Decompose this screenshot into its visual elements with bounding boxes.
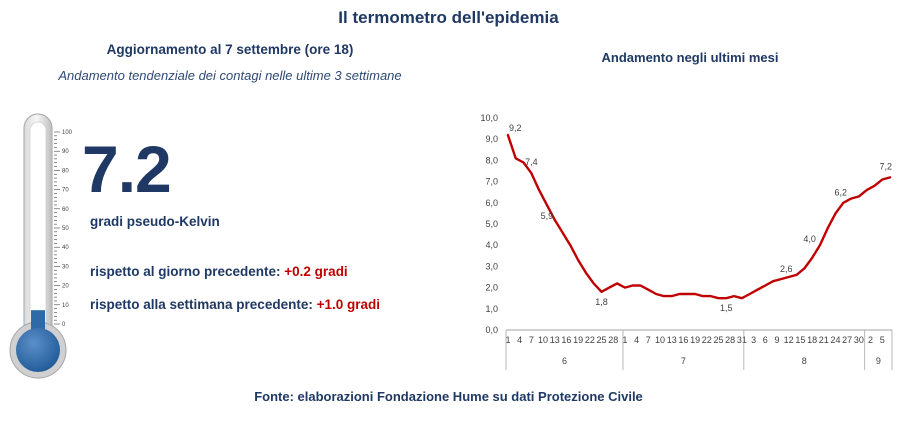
- thermometer-bulb: [16, 328, 60, 372]
- x-tick-label: 31: [737, 335, 747, 345]
- month-label: 7: [681, 356, 686, 366]
- thermometer-scale-label: 90: [62, 149, 69, 155]
- x-tick-label: 9: [774, 335, 779, 345]
- x-tick-label: 19: [573, 335, 583, 345]
- x-tick-label: 19: [690, 335, 700, 345]
- data-label: 5,9: [541, 211, 554, 221]
- x-tick-label: 1: [505, 335, 510, 345]
- x-tick-label: 30: [854, 335, 864, 345]
- x-tick-label: 28: [608, 335, 618, 345]
- x-tick-label: 12: [784, 335, 794, 345]
- x-tick-label: 3: [751, 335, 756, 345]
- x-tick-label: 6: [763, 335, 768, 345]
- y-tick-label: 8,0: [485, 155, 498, 165]
- x-tick-label: 22: [702, 335, 712, 345]
- x-tick-label: 15: [795, 335, 805, 345]
- thermometer-scale-label: 40: [62, 245, 69, 251]
- chart-title: Andamento negli ultimi mesi: [601, 50, 779, 65]
- series-line-group: [506, 133, 892, 300]
- thermometer-scale-label: 10: [62, 303, 69, 309]
- y-axis: 0,0 1,0 2,0 3,0 4,0 5,0 6,0 7,0 8,0 9,0 10,0: [480, 113, 498, 335]
- thermometer-scale-label: 50: [62, 226, 69, 232]
- update-date: Aggiornamento al 7 settembre (ore 18): [106, 42, 354, 57]
- x-tick-label: 16: [561, 335, 571, 345]
- x-tick-label: 27: [842, 335, 852, 345]
- x-tick-label: 1: [622, 335, 627, 345]
- thermometer-scale-label: 30: [62, 264, 69, 270]
- x-tick-label: 10: [538, 335, 548, 345]
- y-tick-label: 3,0: [485, 261, 498, 271]
- page-title: Il termometro dell'epidemia: [338, 8, 559, 27]
- thermometer-scale-label: 0: [62, 322, 66, 328]
- data-label: 1,5: [720, 303, 733, 313]
- y-tick-label: 1,0: [485, 304, 498, 314]
- x-tick-label: 5: [880, 335, 885, 345]
- data-label: 6,2: [835, 188, 848, 198]
- x-tick-label: 24: [830, 335, 840, 345]
- x-tick-label: 10: [655, 335, 665, 345]
- y-tick-label: 9,0: [485, 134, 498, 144]
- value-unit: gradi pseudo-Kelvin: [90, 214, 220, 229]
- x-tick-label: 25: [597, 335, 607, 345]
- week-delta: +1.0 gradi: [316, 297, 380, 312]
- x-tick-label: 7: [529, 335, 534, 345]
- thermometer-scale-label: 100: [62, 130, 73, 136]
- data-label: 7,4: [525, 157, 538, 167]
- x-tick-label: 25: [713, 335, 723, 345]
- month-label: 8: [802, 356, 807, 366]
- x-tick-label: 2: [868, 335, 873, 345]
- y-tick-label: 10,0: [480, 113, 498, 123]
- month-label: 6: [562, 356, 567, 366]
- week-comparison: rispetto alla settimana precedente: +1.0…: [90, 297, 380, 312]
- x-tick-label: 18: [807, 335, 817, 345]
- month-label: 9: [876, 356, 881, 366]
- day-delta: +0.2 gradi: [284, 264, 348, 279]
- data-label: 1,8: [595, 297, 608, 307]
- x-axis: 1 4 7 10 13 16 19 22 25 28 1 4 7 10 13 16 19 22 25 28 31 3 6 9 1…: [505, 329, 893, 370]
- x-tick-label: 22: [585, 335, 595, 345]
- day-comparison-label: rispetto al giorno precedente:: [90, 264, 285, 279]
- x-tick-label: 7: [646, 335, 651, 345]
- trend-subtitle: Andamento tendenziale dei contagi nelle …: [58, 68, 402, 83]
- x-tick-label: 28: [725, 335, 735, 345]
- x-tick-label: 13: [550, 335, 560, 345]
- y-tick-label: 0,0: [485, 325, 498, 335]
- x-tick-label: 21: [819, 335, 829, 345]
- y-tick-label: 5,0: [485, 219, 498, 229]
- data-label: 7,2: [880, 161, 893, 171]
- data-label: 4,0: [803, 234, 816, 244]
- week-comparison-label: rispetto alla settimana precedente:: [90, 297, 317, 312]
- current-value: 7.2: [82, 132, 172, 206]
- thermometer-scale-label: 80: [62, 168, 69, 174]
- day-comparison: rispetto al giorno precedente: +0.2 grad…: [90, 264, 348, 279]
- x-tick-label: 16: [678, 335, 688, 345]
- thermometer-scale-label: 70: [62, 188, 69, 194]
- x-tick-label: 13: [667, 335, 677, 345]
- x-tick-label: 4: [517, 335, 522, 345]
- series-line: [506, 133, 892, 300]
- y-tick-label: 2,0: [485, 283, 498, 293]
- annotation-group: 9,2 7,4 5,9 1,8 1,5 2,6 4,0 6,2 7,2: [509, 123, 892, 313]
- thermometer-scale-label: 20: [62, 284, 69, 290]
- thermometer-scale-label: 60: [62, 207, 69, 213]
- source-note: Fonte: elaborazioni Fondazione Hume su d…: [254, 389, 643, 404]
- y-tick-label: 4,0: [485, 240, 498, 250]
- data-label: 9,2: [509, 123, 522, 133]
- y-tick-label: 6,0: [485, 198, 498, 208]
- line-chart: 0,01,02,03,04,05,06,07,08,09,010,0 1 4 7 10…: [480, 113, 893, 370]
- data-label: 2,6: [780, 264, 793, 274]
- x-tick-label: 4: [634, 335, 639, 345]
- y-tick-label: 7,0: [485, 177, 498, 187]
